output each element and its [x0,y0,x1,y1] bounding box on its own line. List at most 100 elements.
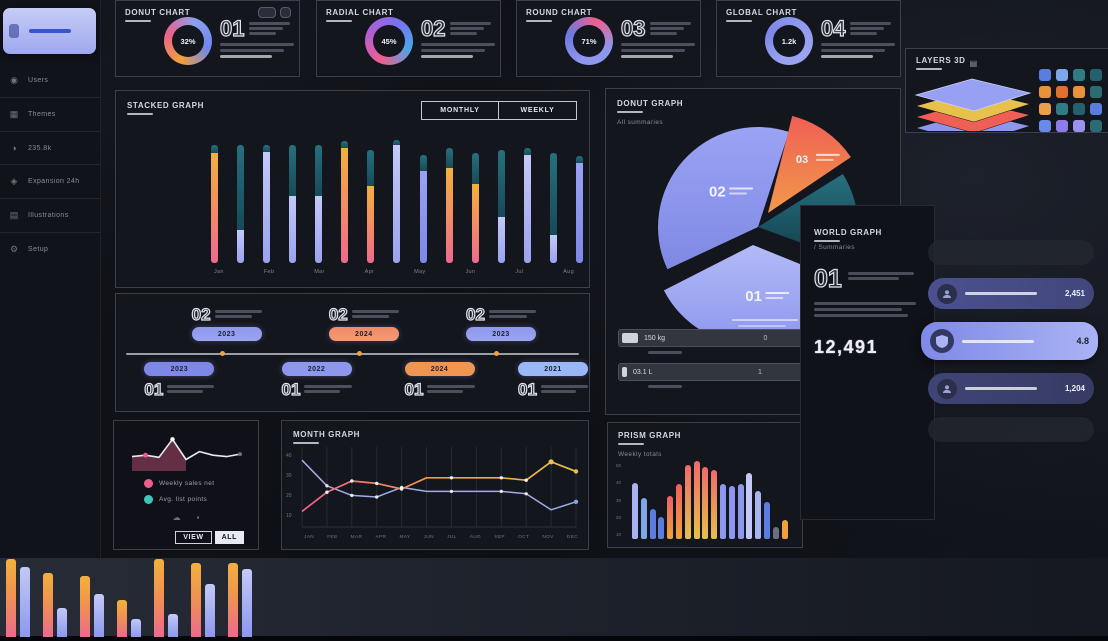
list-row-value: 1,204 [1064,384,1085,393]
timeline-year-pill[interactable]: 2022 [281,362,352,376]
sidebar-item-label: 235.8k [28,144,52,152]
list-row[interactable]: 1,204 [928,373,1094,404]
x-axis-label: MAY [399,535,411,540]
world-card-number: 01 [813,265,842,293]
kpi-caption-lines [850,18,895,37]
bar-segment-teal [263,145,271,152]
y-tick-label: 10 [616,532,622,537]
bar-warm [191,563,201,637]
sparkline-chart [131,437,242,471]
bar-segment-teal [497,150,505,217]
world-graph-card: World Graph / Summaries 01 12,491 [800,205,935,520]
sidebar: ◉ Users ▦ Themes ◑ 235.8k ◈ Expansion 24h ▤ Illus… [0,0,101,641]
pie-slice-03[interactable] [768,116,851,213]
timeline-caption-lines [214,306,262,320]
bar-periwinkle [205,583,215,637]
bar [737,484,744,539]
sidebar-item-users[interactable]: ◉ Users [0,64,100,97]
timeline-year-pill[interactable]: 2023 [466,327,537,341]
sidebar-item-dashboard-active[interactable] [3,8,96,54]
bar [702,467,709,539]
square-badge-icon[interactable] [280,7,291,18]
toggle-weekly-button[interactable]: Weekly [499,101,577,120]
floor-edge [0,636,1108,641]
all-button[interactable]: ALL [214,531,244,544]
timeline-item-bottom-2[interactable]: 2024 01 [404,362,475,402]
grid-dot-3[interactable] [1090,69,1102,81]
bar-segment-teal [237,145,245,230]
bar-warm [43,573,53,637]
grid-dot-1[interactable] [1056,69,1068,81]
bar-periwinkle [94,594,104,637]
list-row-ghost[interactable] [928,240,1094,265]
grid-dot-12[interactable] [1039,120,1051,132]
ranking-list: 2,451 4.8 1,204 [921,240,1098,455]
timeline-item-bottom-1[interactable]: 2022 01 [281,362,352,402]
bar-segment-lav [523,155,531,263]
stacked-bar-panel: Stacked Graph Monthly Weekly Jan Feb Mar Ap… [115,90,590,288]
stats-icon: ◑ [11,143,17,153]
x-axis-label: JUN [423,535,434,540]
bar-segment-lav [549,234,557,263]
sidebar-item-235-8k[interactable]: ◑ 235.8k [0,131,100,164]
pie-slice-02[interactable] [658,127,789,270]
sidebar-item-setup[interactable]: ⚙ Setup [0,232,100,266]
bar [419,135,427,263]
kpi-number: 04 [820,16,846,41]
sidebar-item-label: Setup [28,246,49,253]
timeline-item-top-1[interactable]: 02 2024 [328,305,399,341]
grid-dot-13[interactable] [1056,120,1068,132]
bar-segment-teal [575,155,583,164]
toggle-monthly-button[interactable]: Monthly [421,101,499,120]
sidebar-item-illustrations[interactable]: ▤ Illustrations [0,198,100,232]
grid-dot-6[interactable] [1073,86,1085,98]
list-row-active[interactable]: 4.8 [921,322,1098,360]
grid-dot-9[interactable] [1056,103,1068,115]
svg-text:20: 20 [286,493,292,499]
timeline-item-bottom-0[interactable]: 2023 01 [144,362,215,402]
view-button[interactable]: VIEW [175,531,212,544]
timeline-item-top-2[interactable]: 02 2023 [465,305,537,341]
grid-dot-8[interactable] [1039,103,1051,115]
timeline-year-pill[interactable]: 2023 [191,327,262,341]
timeline-year-pill[interactable]: 2023 [144,362,215,376]
bar-periwinkle [20,567,30,637]
legend-label: Avg. list points [159,496,208,503]
grid-dot-2[interactable] [1073,69,1085,81]
kpi-detail: 03 [620,17,695,61]
bar-segment-lav [315,196,323,263]
bar [549,135,557,263]
list-row-ghost[interactable] [928,417,1094,442]
timeline-panel: 02 2023 02 2024 02 2023 2023 01 2022 01 2024 01 2021… [115,293,590,412]
timeline-year-pill[interactable]: 2024 [328,327,399,341]
grid-dot-14[interactable] [1073,120,1085,132]
sidebar-item-themes[interactable]: ▦ Themes [0,97,100,131]
list-row[interactable]: 2,451 [928,278,1094,309]
spark-panel: Weekly sales net Avg. list points ☁ ▪ VIE… [113,420,259,550]
grid-dot-5[interactable] [1056,86,1068,98]
sidebar-item-label: Expansion 24h [28,178,80,185]
timeline-item-top-0[interactable]: 02 2023 [191,305,262,341]
bar-segment-peri [419,170,427,263]
bar-warm [80,575,90,637]
grid-dot-0[interactable] [1039,69,1051,81]
sidebar-item-expansion-24h[interactable]: ◈ Expansion 24h [0,164,100,198]
kpi-detail: 04 [820,16,895,61]
timeline-year-pill[interactable]: 2024 [404,362,475,376]
layers-illustration [914,78,1032,131]
grid-dot-4[interactable] [1039,86,1051,98]
grid-dot-11[interactable] [1090,103,1102,115]
timeline-item-bottom-3[interactable]: 2021 01 [517,362,589,402]
grid-dot-7[interactable] [1090,86,1102,98]
grid-dot-10[interactable] [1073,103,1085,115]
bar-segment-warm [471,183,479,263]
sidebar-item-label: Themes [28,111,56,118]
slider-knob[interactable] [622,333,638,343]
bar [728,485,735,539]
x-axis-label: Aug [563,269,574,275]
grid-dot-15[interactable] [1090,120,1102,132]
x-axis-label: Mar [314,269,325,275]
timeline-year-pill[interactable]: 2021 [518,362,589,376]
pill-badge-icon[interactable] [258,7,276,18]
slider-knob[interactable] [622,367,627,377]
